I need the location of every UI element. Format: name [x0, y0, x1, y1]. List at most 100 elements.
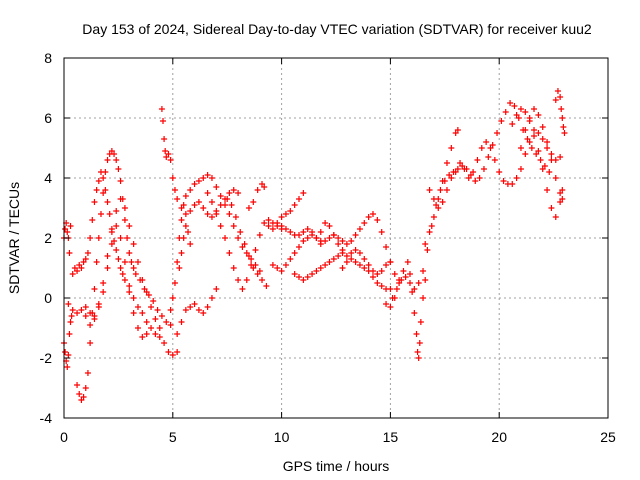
data-point	[389, 295, 396, 301]
data-point	[217, 223, 224, 229]
data-point	[261, 184, 268, 190]
data-point	[330, 232, 337, 238]
series-arc-27	[552, 88, 568, 136]
data-point	[387, 259, 394, 265]
data-point	[143, 319, 150, 325]
data-point	[282, 211, 289, 217]
data-point	[82, 385, 89, 391]
data-point	[383, 244, 390, 250]
data-point	[65, 352, 72, 358]
data-point	[117, 235, 124, 241]
data-point	[169, 295, 176, 301]
data-point	[89, 217, 96, 223]
data-point	[274, 220, 281, 226]
data-point	[87, 310, 94, 316]
data-point	[195, 199, 202, 205]
data-point	[422, 277, 429, 283]
data-point	[226, 190, 233, 196]
data-point	[500, 178, 507, 184]
data-point	[182, 223, 189, 229]
data-point	[472, 178, 479, 184]
data-point	[66, 250, 73, 256]
data-point	[67, 223, 74, 229]
data-point	[278, 268, 285, 274]
data-point	[132, 271, 139, 277]
data-point	[250, 265, 257, 271]
data-point	[437, 187, 444, 193]
data-point	[104, 199, 111, 205]
data-point	[152, 316, 159, 322]
data-point	[156, 325, 163, 331]
data-point	[291, 202, 298, 208]
data-point	[191, 202, 198, 208]
data-point	[465, 175, 472, 181]
ticks-layer: 0 5 10 15 20 25 -4 -2 0 2 4 6 8	[40, 50, 616, 445]
data-point	[113, 208, 120, 214]
data-point	[167, 307, 174, 313]
data-point	[126, 223, 133, 229]
data-point	[304, 235, 311, 241]
data-point	[278, 223, 285, 229]
data-point	[97, 211, 104, 217]
data-point	[378, 283, 385, 289]
data-point	[67, 319, 74, 325]
series-arc-4	[74, 148, 174, 403]
data-point	[374, 280, 381, 286]
data-point	[252, 247, 259, 253]
data-point	[322, 220, 329, 226]
y-tick-label: 8	[44, 50, 52, 66]
series-arc-25	[509, 106, 566, 220]
data-point	[544, 145, 551, 151]
data-point	[139, 334, 146, 340]
data-point	[82, 256, 89, 262]
data-point	[398, 277, 405, 283]
data-point	[126, 250, 133, 256]
data-point	[261, 220, 268, 226]
data-point	[256, 232, 263, 238]
series-arc-18	[291, 250, 346, 283]
data-point	[117, 178, 124, 184]
data-point	[217, 193, 224, 199]
data-point	[269, 262, 276, 268]
data-point	[552, 175, 559, 181]
data-point	[474, 157, 481, 163]
data-point	[162, 148, 169, 154]
data-point	[117, 265, 124, 271]
data-point	[416, 340, 423, 346]
data-point	[265, 217, 272, 223]
data-point	[296, 232, 303, 238]
data-point	[309, 271, 316, 277]
data-point	[121, 277, 128, 283]
data-point	[485, 154, 492, 160]
data-point	[420, 268, 427, 274]
series-arc-7	[158, 106, 174, 163]
data-point	[200, 205, 207, 211]
y-tick-label: 2	[44, 230, 52, 246]
data-point	[335, 235, 342, 241]
data-point	[195, 307, 202, 313]
data-point	[65, 301, 72, 307]
data-point	[422, 241, 429, 247]
data-point	[480, 166, 487, 172]
x-tick-label: 20	[491, 429, 507, 445]
data-point	[204, 304, 211, 310]
data-point	[309, 229, 316, 235]
data-point	[343, 259, 350, 265]
data-point	[517, 145, 524, 151]
data-point	[78, 307, 85, 313]
data-point	[554, 88, 561, 94]
data-point	[296, 274, 303, 280]
data-point	[356, 262, 363, 268]
data-point	[121, 205, 128, 211]
series-arc-23	[422, 127, 461, 247]
data-point	[121, 259, 128, 265]
data-point	[208, 199, 215, 205]
data-point	[130, 241, 137, 247]
data-point	[91, 316, 98, 322]
series-arc-17	[278, 211, 403, 283]
data-point	[546, 169, 553, 175]
data-point	[69, 271, 76, 277]
data-point	[134, 259, 141, 265]
data-point	[208, 295, 215, 301]
